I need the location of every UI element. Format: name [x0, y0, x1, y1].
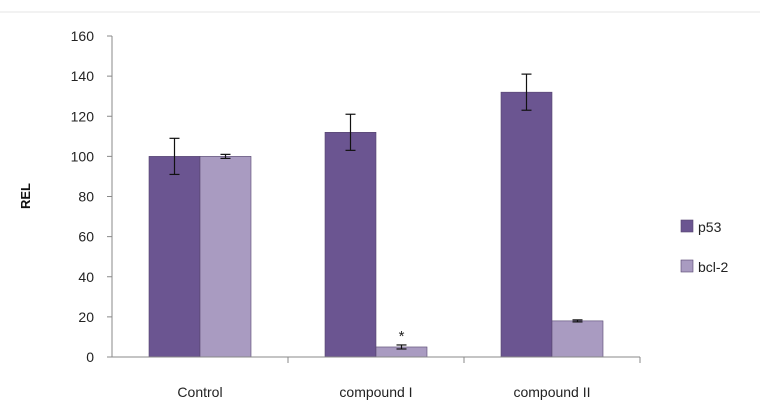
y-tick-label: 100: [71, 148, 95, 164]
bar-bcl-2-compound-ii: [551, 320, 604, 358]
legend-swatch-p53: [680, 219, 694, 233]
bar-p53-compound-i: [324, 132, 377, 358]
x-axis-categories: Control compound I compound II: [177, 357, 641, 400]
bar-p53-compound-ii: [500, 91, 553, 358]
y-tick-label: 0: [86, 349, 94, 365]
annotations: *: [399, 328, 405, 345]
legend-label-bcl-2: bcl-2: [698, 259, 729, 275]
x-category-label: compound I: [339, 384, 412, 400]
y-tick-label: 160: [71, 28, 95, 44]
y-axis-label: REL: [18, 183, 33, 209]
legend-label-p53: p53: [698, 219, 722, 235]
bar-p53-control: [148, 156, 201, 358]
bar-bcl-2-control: [199, 156, 252, 358]
significance-marker: *: [399, 328, 405, 345]
legend: p53 bcl-2: [680, 219, 729, 275]
y-tick-label: 40: [78, 269, 94, 285]
y-tick-label: 60: [78, 229, 94, 245]
legend-swatch-bcl-2: [680, 259, 694, 273]
x-category-label: compound II: [513, 384, 590, 400]
y-tick-label: 140: [71, 68, 95, 84]
bars: [148, 91, 604, 358]
error-bars: [169, 73, 583, 350]
y-tick-label: 80: [78, 189, 94, 205]
y-tick-label: 20: [78, 309, 94, 325]
y-axis-ticks: 0 20 40 60 80 100 120 140 160: [71, 28, 112, 365]
y-tick-label: 120: [71, 108, 95, 124]
x-category-label: Control: [177, 384, 222, 400]
